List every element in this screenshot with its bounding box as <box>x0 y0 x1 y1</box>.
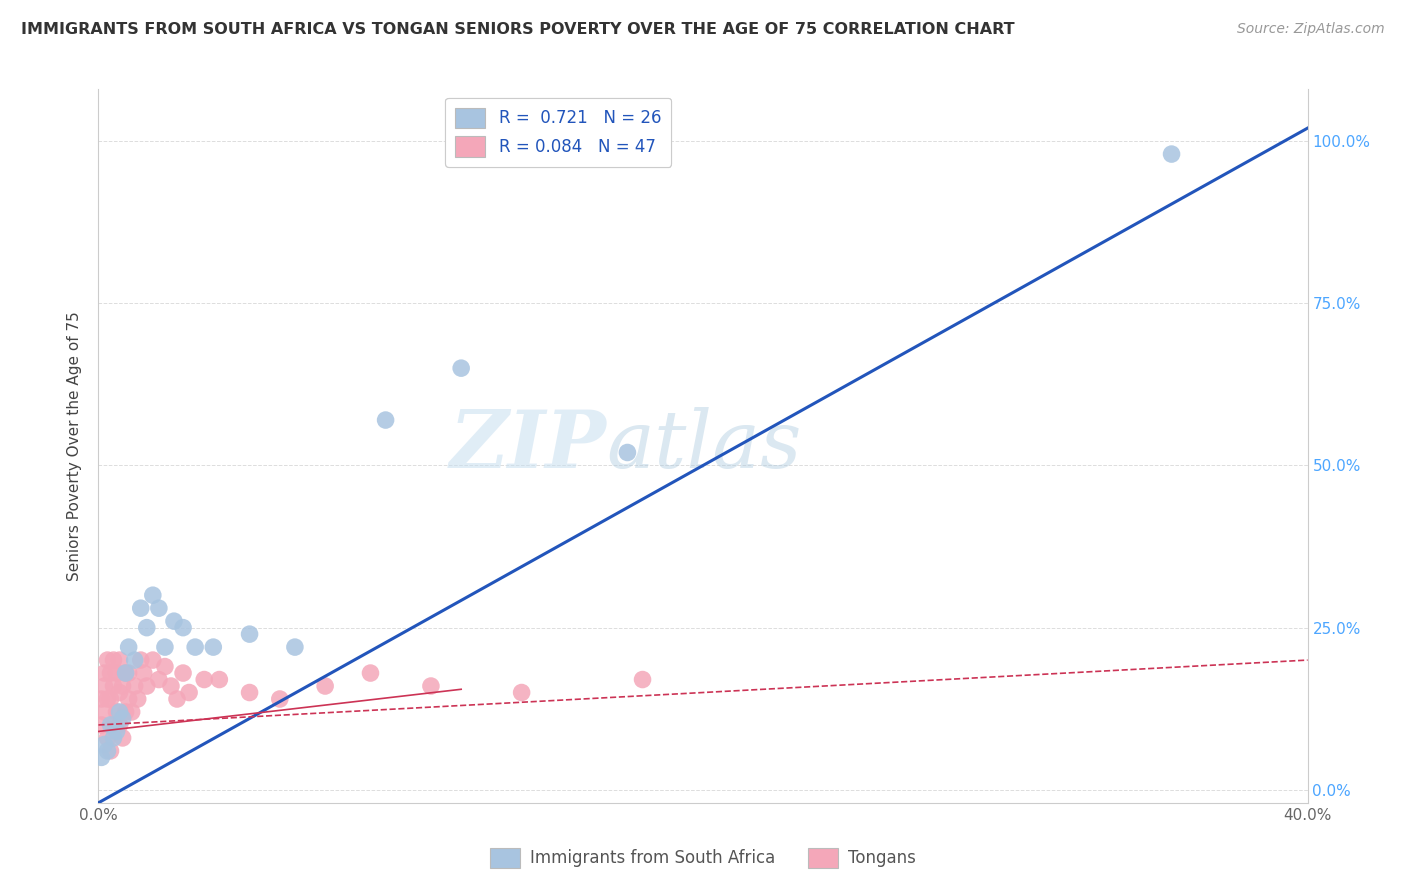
Point <box>100 692 122 706</box>
Point <box>118 692 141 706</box>
Point <box>105 666 128 681</box>
Point <box>132 666 155 681</box>
Point <box>631 673 654 687</box>
Text: ZIP: ZIP <box>450 408 606 484</box>
Point <box>114 666 136 681</box>
Point <box>124 679 146 693</box>
Point <box>111 731 134 745</box>
Point <box>100 744 122 758</box>
Point <box>93 666 115 681</box>
Legend: R =  0.721   N = 26, R = 0.084   N = 47: R = 0.721 N = 26, R = 0.084 N = 47 <box>446 97 671 167</box>
Point <box>111 711 134 725</box>
Point <box>114 705 136 719</box>
Point <box>374 413 396 427</box>
Point <box>184 640 207 654</box>
Point <box>108 705 131 719</box>
Point <box>202 640 225 654</box>
Point <box>172 666 194 681</box>
Point <box>179 685 201 699</box>
Point <box>96 744 118 758</box>
Point <box>135 679 157 693</box>
Point <box>510 685 533 699</box>
Text: IMMIGRANTS FROM SOUTH AFRICA VS TONGAN SENIORS POVERTY OVER THE AGE OF 75 CORREL: IMMIGRANTS FROM SOUTH AFRICA VS TONGAN S… <box>21 22 1015 37</box>
Point <box>239 627 262 641</box>
Text: Source: ZipAtlas.com: Source: ZipAtlas.com <box>1237 22 1385 37</box>
Point <box>124 653 146 667</box>
Point <box>450 361 472 376</box>
Point <box>269 692 291 706</box>
Point <box>129 653 152 667</box>
Point <box>103 731 125 745</box>
Point <box>360 666 382 681</box>
Point <box>93 679 115 693</box>
Point <box>90 750 112 764</box>
Point <box>96 731 118 745</box>
Point <box>105 705 128 719</box>
Point <box>1160 147 1182 161</box>
Point <box>105 724 128 739</box>
Point <box>96 692 118 706</box>
Point <box>90 718 112 732</box>
Point <box>129 601 152 615</box>
Point <box>103 718 125 732</box>
Point <box>96 653 118 667</box>
Point <box>420 679 443 693</box>
Point <box>148 601 170 615</box>
Point <box>208 673 231 687</box>
Point <box>103 653 125 667</box>
Point <box>127 692 149 706</box>
Point <box>111 679 134 693</box>
Point <box>108 685 131 699</box>
Point <box>93 705 115 719</box>
Point <box>100 666 122 681</box>
Point <box>142 588 165 602</box>
Point <box>616 445 638 459</box>
Y-axis label: Seniors Poverty Over the Age of 75: Seniors Poverty Over the Age of 75 <box>67 311 83 581</box>
Point <box>135 621 157 635</box>
Point <box>172 621 194 635</box>
Point <box>108 653 131 667</box>
Point <box>239 685 262 699</box>
Point <box>284 640 307 654</box>
Point <box>193 673 215 687</box>
Point <box>90 692 112 706</box>
Point <box>163 614 186 628</box>
Text: atlas: atlas <box>606 408 801 484</box>
Point <box>166 692 188 706</box>
Point <box>121 705 143 719</box>
Point <box>142 653 165 667</box>
Point <box>114 666 136 681</box>
Point <box>118 666 141 681</box>
Point <box>148 673 170 687</box>
Point <box>100 718 122 732</box>
Point <box>314 679 336 693</box>
Point <box>103 679 125 693</box>
Point <box>108 718 131 732</box>
Point <box>160 679 183 693</box>
Point <box>93 738 115 752</box>
Point <box>118 640 141 654</box>
Point <box>153 640 176 654</box>
Point <box>153 659 176 673</box>
Legend: Immigrants from South Africa, Tongans: Immigrants from South Africa, Tongans <box>484 841 922 875</box>
